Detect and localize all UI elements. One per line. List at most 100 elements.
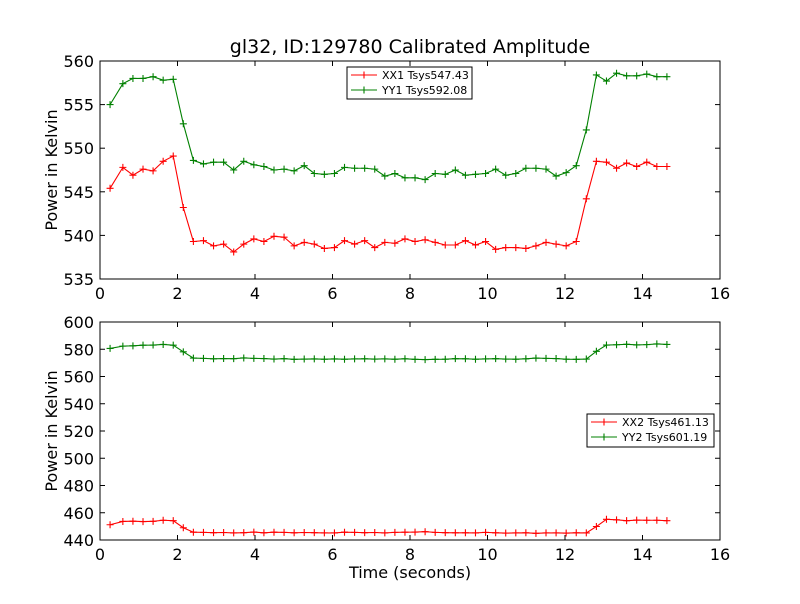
bottom-series-2-point	[542, 354, 550, 362]
top-series-2-point	[411, 174, 419, 182]
top-series-1-point	[351, 240, 359, 248]
top-series-1-point	[280, 233, 288, 241]
top-series-2-point	[471, 170, 479, 178]
top-x-tick-label: 8	[405, 284, 415, 303]
top-x-tick-label: 16	[710, 284, 730, 303]
bottom-chart-panel: 0 2 4 6 8 10 12 14 16 440 460 480 500 520 540 560 580 600…	[42, 313, 730, 582]
bottom-series-1-point	[492, 529, 500, 537]
bottom-y-tick-label: 560	[63, 368, 94, 387]
bottom-series-1-point	[240, 529, 248, 537]
top-series-2-point	[512, 169, 520, 177]
bottom-series-1-point	[199, 528, 207, 536]
top-series-1-point	[471, 241, 479, 249]
bottom-series-2-point	[623, 340, 631, 348]
bottom-series-1-point	[310, 529, 318, 537]
bottom-series-1-point	[562, 529, 570, 537]
bottom-series-1-point	[542, 529, 550, 537]
bottom-series-1-point	[663, 517, 671, 525]
bottom-series-2-point	[189, 354, 197, 362]
bottom-series-1-point	[623, 517, 631, 525]
bottom-series-1-point	[159, 516, 167, 524]
bottom-series-2-point	[421, 356, 429, 364]
top-series-1-point	[461, 237, 469, 245]
top-series-1-point	[623, 159, 631, 167]
bottom-series-2-point	[411, 355, 419, 363]
bottom-series-1-point	[482, 528, 490, 536]
top-series-1-point	[139, 165, 147, 173]
bottom-series-1-point	[431, 528, 439, 536]
bottom-legend-marker	[600, 418, 608, 426]
bottom-series-2-point	[371, 355, 379, 363]
top-series-1-point	[532, 242, 540, 250]
bottom-series-2-point	[522, 355, 530, 363]
bottom-x-tick-label: 6	[327, 545, 337, 564]
bottom-series-1-point	[391, 528, 399, 536]
bottom-series-2-point	[552, 355, 560, 363]
top-series-1-point	[592, 157, 600, 165]
bottom-series-1-point	[119, 517, 127, 525]
top-series-1-point	[260, 238, 268, 246]
bottom-series-2-point	[240, 354, 248, 362]
top-series-2-point	[270, 166, 278, 174]
top-series-2-point	[502, 171, 510, 179]
bottom-series-2-point	[461, 355, 469, 363]
bottom-series-2-point	[441, 355, 449, 363]
bottom-y-tick-label: 520	[63, 422, 94, 441]
bottom-series-1-point	[441, 529, 449, 537]
bottom-legend-marker	[600, 433, 608, 441]
top-series-1-point	[210, 242, 218, 250]
bottom-series-1-point	[602, 515, 610, 523]
top-series-1-line	[109, 155, 667, 253]
top-series-1-point	[169, 152, 177, 160]
top-series-2-point	[602, 77, 610, 85]
bottom-series-2-point	[290, 355, 298, 363]
top-x-tick-label: 6	[327, 284, 337, 303]
top-series-2-point	[492, 165, 500, 173]
bottom-series-2-point	[361, 355, 369, 363]
top-series-1	[106, 152, 671, 256]
bottom-series-2-point	[653, 340, 661, 348]
top-x-tick-label: 0	[95, 284, 105, 303]
bottom-series-2-point	[391, 355, 399, 363]
top-chart-panel: 0 2 4 6 8 10 12 14 16 535 540 545 550 555 560 Power in …	[42, 52, 730, 303]
bottom-series-2-point	[512, 355, 520, 363]
bottom-series-2-point	[602, 341, 610, 349]
top-series-2-point	[451, 166, 459, 174]
top-series-1-point	[421, 236, 429, 244]
top-legend-marker	[360, 71, 368, 79]
bottom-series-1-point	[129, 517, 137, 525]
top-legend-box	[346, 66, 473, 100]
bottom-series-2-point	[492, 355, 500, 363]
top-legend-marker	[360, 86, 368, 94]
top-y-tick-label: 555	[63, 96, 94, 115]
bottom-series-1-point	[451, 529, 459, 537]
top-series-2-point	[381, 172, 389, 180]
top-series-2-point	[482, 169, 490, 177]
bottom-series-1-point	[300, 529, 308, 537]
top-series-2-point	[532, 164, 540, 172]
top-series-1-point	[119, 163, 127, 171]
top-series-2-point	[230, 166, 238, 174]
top-series-2-point	[633, 72, 641, 80]
bottom-x-tick-label: 10	[477, 545, 497, 564]
top-series-2-point	[280, 165, 288, 173]
bottom-series-1-point	[572, 529, 580, 537]
top-series-1-point	[582, 195, 590, 203]
bottom-series-1-point	[582, 529, 590, 537]
top-series-1-point	[381, 238, 389, 246]
bottom-series-2-point	[280, 355, 288, 363]
bottom-series-2-point	[106, 344, 114, 352]
bottom-series-1-point	[280, 528, 288, 536]
bottom-series-2-point	[341, 355, 349, 363]
bottom-series-1-point	[653, 516, 661, 524]
top-y-tick-label: 535	[63, 270, 94, 289]
top-series-1-point	[542, 238, 550, 246]
bottom-series-2-point	[320, 355, 328, 363]
bottom-series-1-point	[139, 518, 147, 526]
top-series-2-point	[290, 167, 298, 175]
bottom-series-1-point	[633, 516, 641, 524]
top-series-1-point	[310, 240, 318, 248]
top-series-1-point	[330, 244, 338, 252]
bottom-series-1-point	[532, 529, 540, 537]
